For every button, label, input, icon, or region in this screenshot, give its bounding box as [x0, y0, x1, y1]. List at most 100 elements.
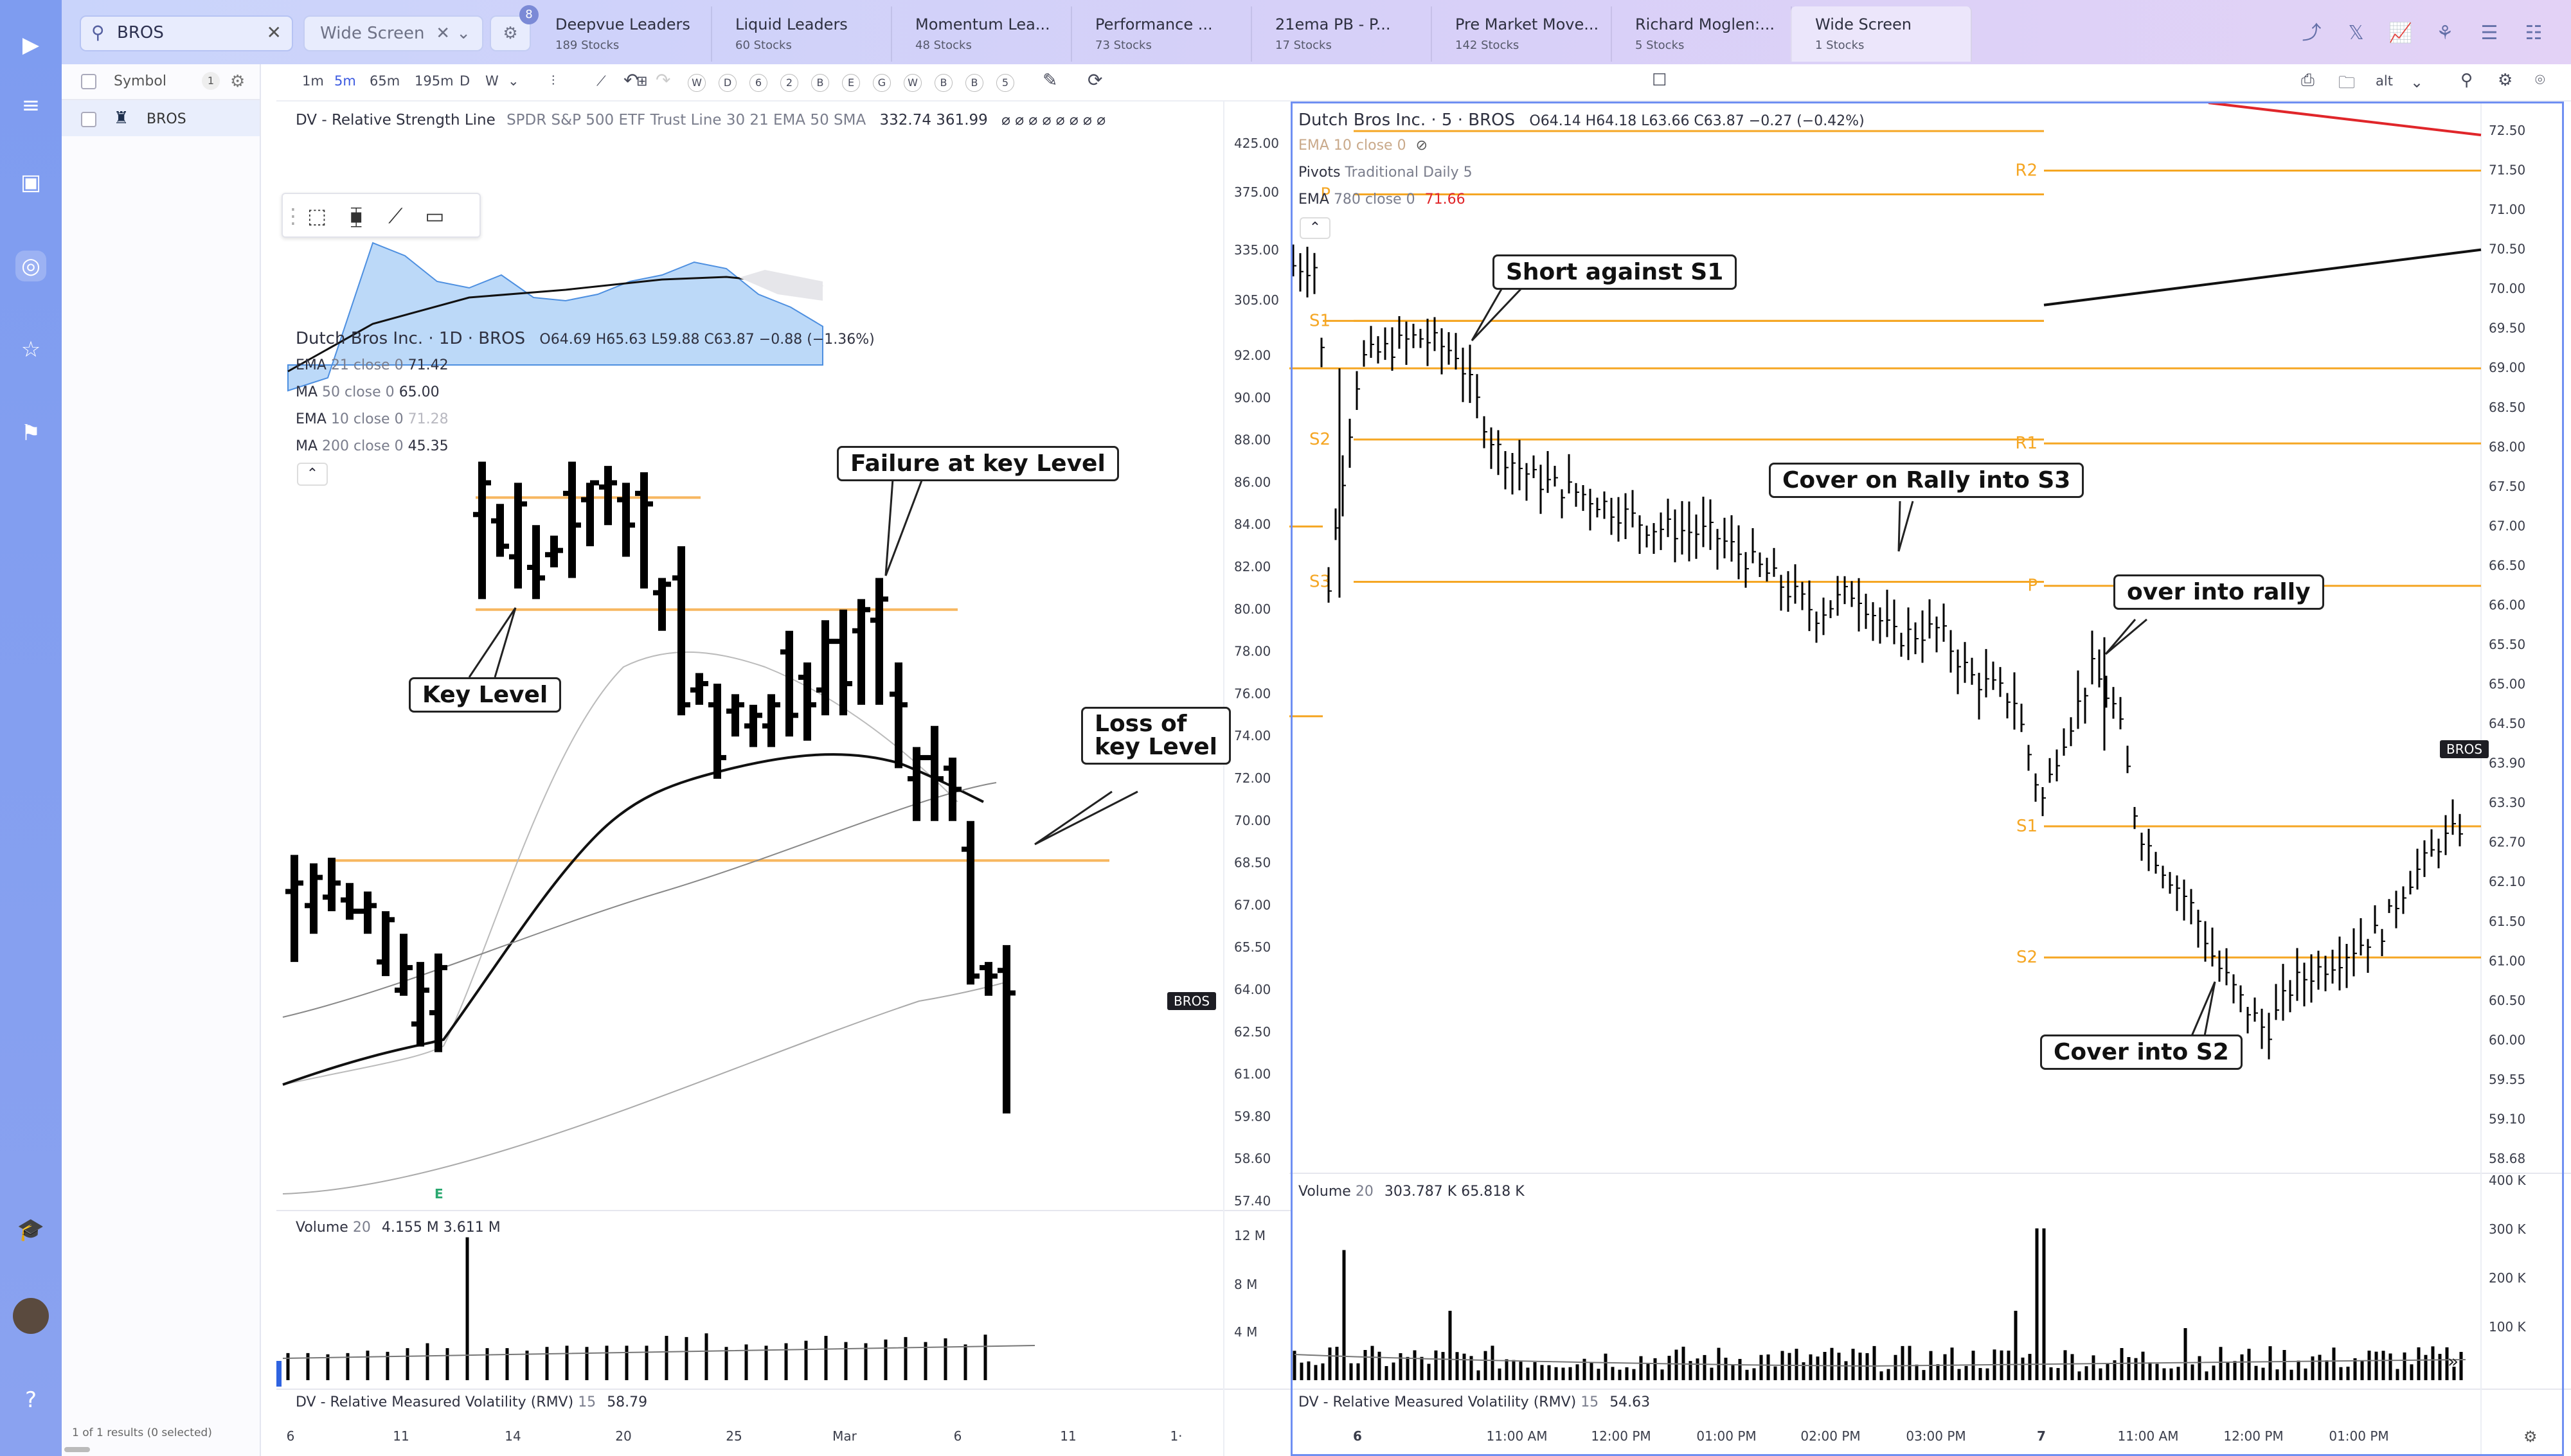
folder-icon[interactable]: 🗀: [2338, 73, 2356, 93]
tab-screen[interactable]: Momentum Lea... 48 Stocks: [891, 6, 1072, 62]
callout-cover-s2[interactable]: Cover into S2: [2040, 1034, 2243, 1070]
draw-icon[interactable]: ⟋: [596, 73, 606, 89]
intraday-chart-panel[interactable]: 72.50 71.50 71.00 70.50 70.00 69.50 69.00 68.50…: [1289, 102, 2571, 1456]
timeframe-button[interactable]: 5m: [334, 73, 356, 89]
redo-icon[interactable]: ↷: [656, 69, 671, 91]
overlay-toggle-button[interactable]: B: [935, 74, 953, 92]
chart-icon[interactable]: 📈: [2388, 22, 2413, 44]
callout-over-rally[interactable]: over into rally: [2113, 574, 2324, 610]
timeframe-button[interactable]: D: [460, 73, 470, 89]
price-axis-label: 86.00: [1234, 474, 1271, 490]
collapse-intraday-legend-button[interactable]: ⌃: [1300, 217, 1330, 239]
filter-button[interactable]: ⚙ 8: [490, 5, 539, 51]
search-input[interactable]: BROS: [117, 23, 164, 42]
daily-chart-panel[interactable]: 425.00 375.00 335.00 305.00 92.00 90.00 88.00 8…: [276, 102, 1292, 1456]
overlay-toggle-button[interactable]: B: [811, 74, 829, 92]
zoom-icon[interactable]: ⚲: [2460, 71, 2473, 90]
timeframe-button[interactable]: 1m: [302, 73, 324, 89]
refresh-icon[interactable]: ⟳: [1088, 69, 1103, 91]
overlay-toggle-button[interactable]: E: [842, 74, 860, 92]
tab-screen[interactable]: 21ema PB - P... 17 Stocks: [1251, 6, 1432, 62]
screener-icon[interactable]: ⚑: [21, 420, 41, 446]
tree-icon[interactable]: ⚘: [2436, 22, 2454, 44]
layout-grid-icon[interactable]: ⊞: [636, 73, 648, 89]
share-icon[interactable]: ⤴: [2302, 22, 2322, 44]
tab-screen[interactable]: Wide Screen 1 Stocks: [1791, 6, 1972, 62]
learn-icon[interactable]: 🎓: [17, 1217, 45, 1243]
callout-cover-rally[interactable]: Cover on Rally into S3: [1769, 463, 2084, 498]
timeframe-button[interactable]: 65m: [370, 73, 400, 89]
scroll-handle[interactable]: [276, 1361, 282, 1387]
list-item[interactable]: ♜ BROS: [62, 100, 260, 136]
study-legend-row[interactable]: EMA 10 close 0 71.28: [296, 411, 449, 427]
rectangle-tool-icon[interactable]: ⬚: [307, 204, 327, 228]
overlay-toggle-button[interactable]: 6: [749, 74, 767, 92]
overlay-toggle-button[interactable]: W: [688, 74, 706, 92]
volume-axis-label: 12 M: [1234, 1228, 1266, 1243]
earnings-marker[interactable]: E: [434, 1186, 443, 1202]
overlay-toggle-button[interactable]: W: [904, 74, 922, 92]
axis-settings-icon[interactable]: ⚙: [2523, 1428, 2538, 1446]
overlay-toggle-button[interactable]: 5: [996, 74, 1014, 92]
menu-icon[interactable]: ≡: [21, 93, 40, 118]
timeframe-button[interactable]: W: [485, 73, 499, 89]
favorites-icon[interactable]: ☆: [21, 337, 41, 362]
clear-screen-icon[interactable]: ✕: [436, 24, 450, 43]
tab-screen[interactable]: Liquid Leaders 60 Stocks: [711, 6, 892, 62]
eye-slash-icon[interactable]: ⊘: [1415, 138, 1428, 154]
tab-screen[interactable]: Performance ... 73 Stocks: [1071, 6, 1252, 62]
chart-settings-icon[interactable]: ⚙: [2498, 71, 2513, 90]
callout-short-s1[interactable]: Short against S1: [1492, 254, 1737, 290]
help-icon[interactable]: ?: [24, 1387, 37, 1413]
intraday-price-axis-label: 68.00: [2489, 439, 2525, 454]
callout-failure[interactable]: Failure at key Level: [837, 446, 1119, 481]
scanner-icon[interactable]: ◎: [15, 251, 46, 281]
clear-search-icon[interactable]: ✕: [266, 22, 282, 43]
row-checkbox[interactable]: [81, 112, 96, 127]
line-tool-icon[interactable]: ⟋: [388, 204, 403, 228]
alt-select[interactable]: alt: [2376, 73, 2393, 89]
list-scrollbar[interactable]: [64, 1447, 90, 1452]
study-legend-row[interactable]: EMA 21 close 0 71.42: [296, 357, 449, 373]
collapse-legend-button[interactable]: ⌃: [297, 463, 328, 486]
timeframe-button[interactable]: 195m: [415, 73, 454, 89]
intraday-chart-title: Dutch Bros Inc. · 5 · BROS: [1298, 111, 1516, 130]
camera-icon[interactable]: ⌾: [2535, 71, 2545, 90]
drag-handle-icon[interactable]: ⋮: [283, 204, 303, 228]
study-legend-row[interactable]: MA 50 close 0 65.00: [296, 384, 440, 400]
x-icon[interactable]: 𝕏: [2348, 22, 2364, 44]
tab-screen[interactable]: Pre Market Move... 142 Stocks: [1431, 6, 1612, 62]
list-view-icon[interactable]: ☰: [2480, 22, 2498, 44]
app-logo-icon[interactable]: ▶: [22, 32, 40, 58]
intraday-volume-legend: Volume 20 303.787 K 65.818 K: [1298, 1184, 1525, 1200]
candle-tool-icon[interactable]: ⧯: [349, 204, 363, 228]
list-settings-icon[interactable]: ⚙: [230, 72, 246, 91]
select-all-checkbox[interactable]: [81, 74, 96, 89]
undo-icon[interactable]: ↶: [623, 69, 639, 91]
scroll-right-icon[interactable]: »: [2448, 1351, 2459, 1372]
indicator-icon[interactable]: ⫶: [551, 73, 555, 89]
tab-count: 5 Stocks: [1635, 39, 1685, 52]
callout-key-level[interactable]: Key Level: [409, 677, 562, 713]
overlay-toggle-button[interactable]: G: [873, 74, 891, 92]
overlay-toggle-button[interactable]: 2: [780, 74, 798, 92]
chevron-down-icon[interactable]: ⌄: [456, 24, 470, 43]
watchlist-icon[interactable]: ▣: [20, 170, 42, 195]
overlay-toggle-button[interactable]: D: [719, 74, 737, 92]
grid-view-icon[interactable]: ☷: [2525, 22, 2543, 44]
alt-chevron-icon[interactable]: ⌄: [2410, 73, 2424, 91]
screen-select[interactable]: Wide Screen ✕ ⌄: [303, 15, 483, 51]
comment-tool-icon[interactable]: ▭: [425, 204, 445, 228]
symbol-column-header[interactable]: Symbol: [114, 73, 166, 89]
symbol-search[interactable]: ⚲ BROS ✕: [80, 15, 293, 51]
study-legend-row[interactable]: MA 200 close 0 45.35: [296, 438, 449, 454]
layout-icon[interactable]: ☐: [1652, 71, 1667, 90]
snapshot-icon[interactable]: ⎙: [2301, 71, 2315, 90]
callout-loss[interactable]: Loss of key Level: [1081, 707, 1231, 765]
tab-screen[interactable]: Richard Moglen:... 5 Stocks: [1611, 6, 1792, 62]
timeframe-chevron-icon[interactable]: ⌄: [508, 73, 519, 89]
overlay-toggle-button[interactable]: B: [965, 74, 983, 92]
pencil-icon[interactable]: ✎: [1043, 69, 1058, 91]
user-avatar[interactable]: [13, 1298, 49, 1334]
tab-screen[interactable]: Deepvue Leaders 189 Stocks: [531, 6, 712, 62]
